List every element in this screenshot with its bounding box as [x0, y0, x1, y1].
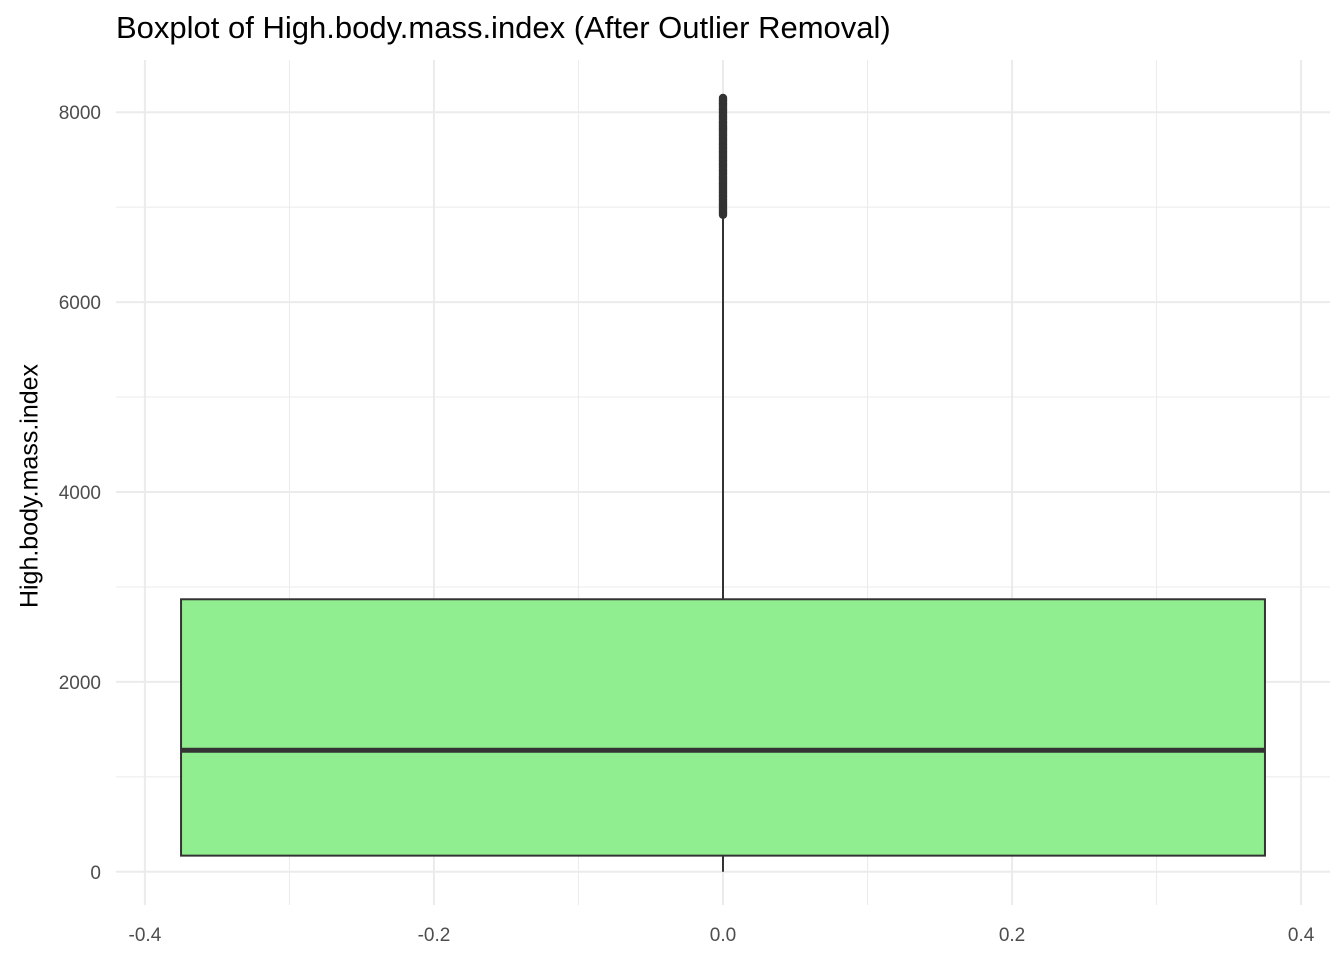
box-iqr: [180, 598, 1266, 857]
y-tick-label: 0: [90, 863, 101, 884]
x-tick-label: 0.0: [710, 925, 736, 946]
y-tick-label: 6000: [59, 293, 101, 314]
y-tick-label: 4000: [59, 483, 101, 504]
chart-title: Boxplot of High.body.mass.index (After O…: [116, 10, 891, 45]
y-tick-label: 8000: [59, 103, 101, 124]
box-layer: [180, 93, 1266, 872]
x-tick-label: 0.4: [1288, 925, 1315, 946]
x-tick-label: -0.4: [129, 925, 162, 946]
outlier-point: [718, 93, 728, 103]
x-tick-label: 0.2: [999, 925, 1025, 946]
x-tick-label: -0.2: [418, 925, 451, 946]
x-tick-labels: -0.4 -0.2 0.0 0.2 0.4: [129, 925, 1315, 946]
y-tick-label: 2000: [59, 673, 101, 694]
y-tick-labels: 0 2000 4000 6000 8000: [59, 103, 101, 884]
